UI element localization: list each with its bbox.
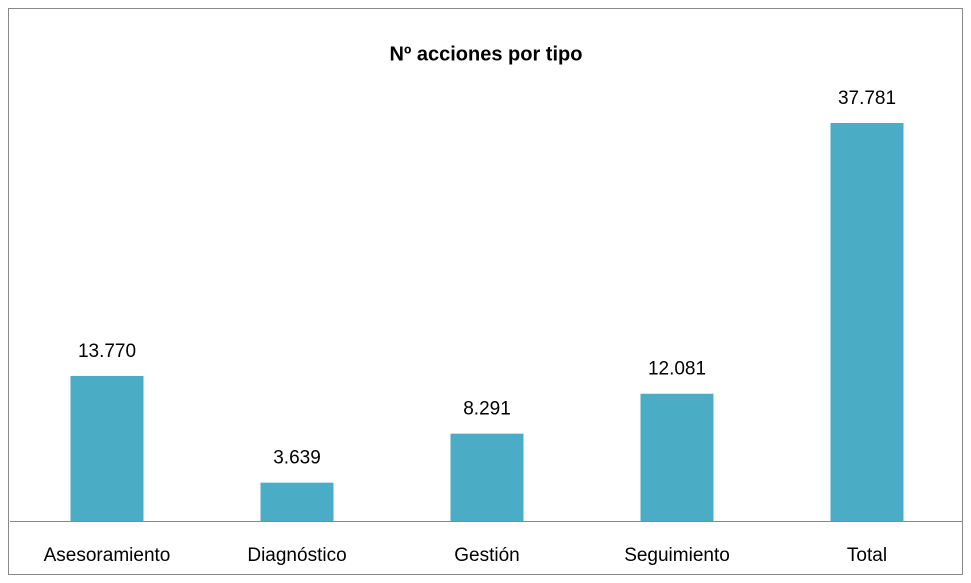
bar <box>70 375 144 521</box>
bar <box>640 393 714 521</box>
data-label: 37.781 <box>838 88 896 109</box>
x-tick-label: Gestión <box>454 545 519 566</box>
bar <box>450 433 524 521</box>
data-label: 8.291 <box>463 399 511 420</box>
data-label: 12.081 <box>648 359 706 380</box>
x-tick-label: Total <box>847 545 887 566</box>
bar <box>260 482 334 521</box>
data-label: 13.770 <box>78 341 136 362</box>
chart-title: Nº acciones por tipo <box>390 43 583 65</box>
data-label: 3.639 <box>273 448 321 469</box>
x-tick-label: Diagnóstico <box>247 545 346 566</box>
x-tick-label: Asesoramiento <box>44 545 171 566</box>
bar <box>830 123 904 521</box>
x-tick-label: Seguimiento <box>624 545 730 566</box>
